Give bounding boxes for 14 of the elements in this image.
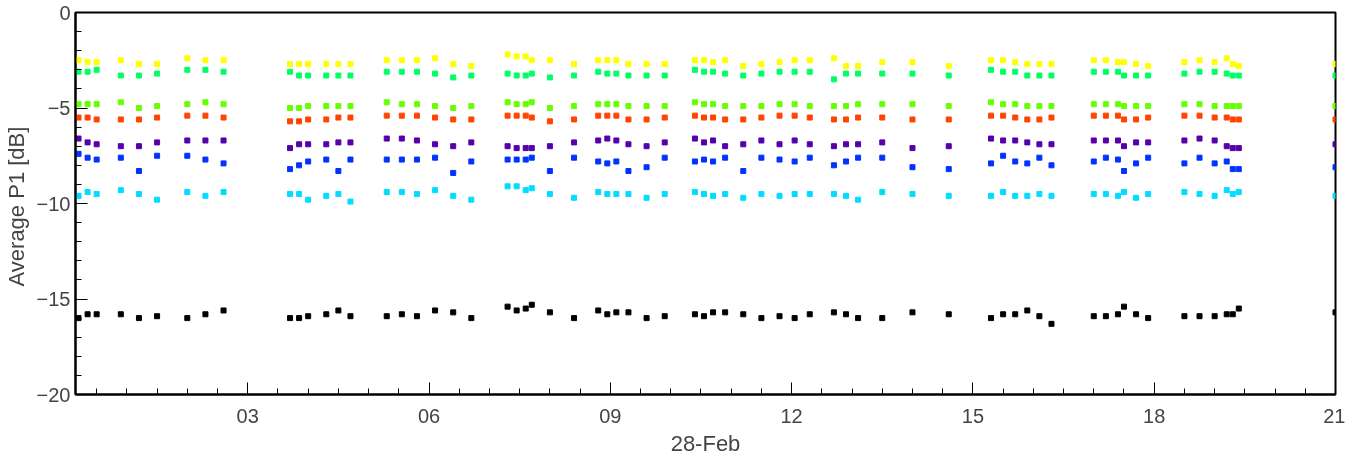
y-tick-label: −5	[47, 97, 71, 119]
x-tick-label: 12	[780, 404, 803, 427]
x-tick-label: 03	[236, 404, 259, 427]
y-tick-label: 0	[59, 1, 71, 24]
y-tick-label: −15	[36, 288, 71, 310]
x-tick-label: 06	[417, 404, 441, 427]
y-tick-label: −10	[36, 192, 71, 215]
x-tick-label: 15	[961, 404, 985, 427]
x-axis-title: 28-Feb	[670, 430, 741, 456]
x-tick-label: 09	[599, 404, 622, 427]
y-tick-label: −20	[36, 383, 71, 406]
x-tick-label: 18	[1143, 404, 1166, 427]
y-axis-title: Average P1 [dB]	[3, 126, 29, 287]
x-tick-label: 21	[1323, 404, 1346, 427]
